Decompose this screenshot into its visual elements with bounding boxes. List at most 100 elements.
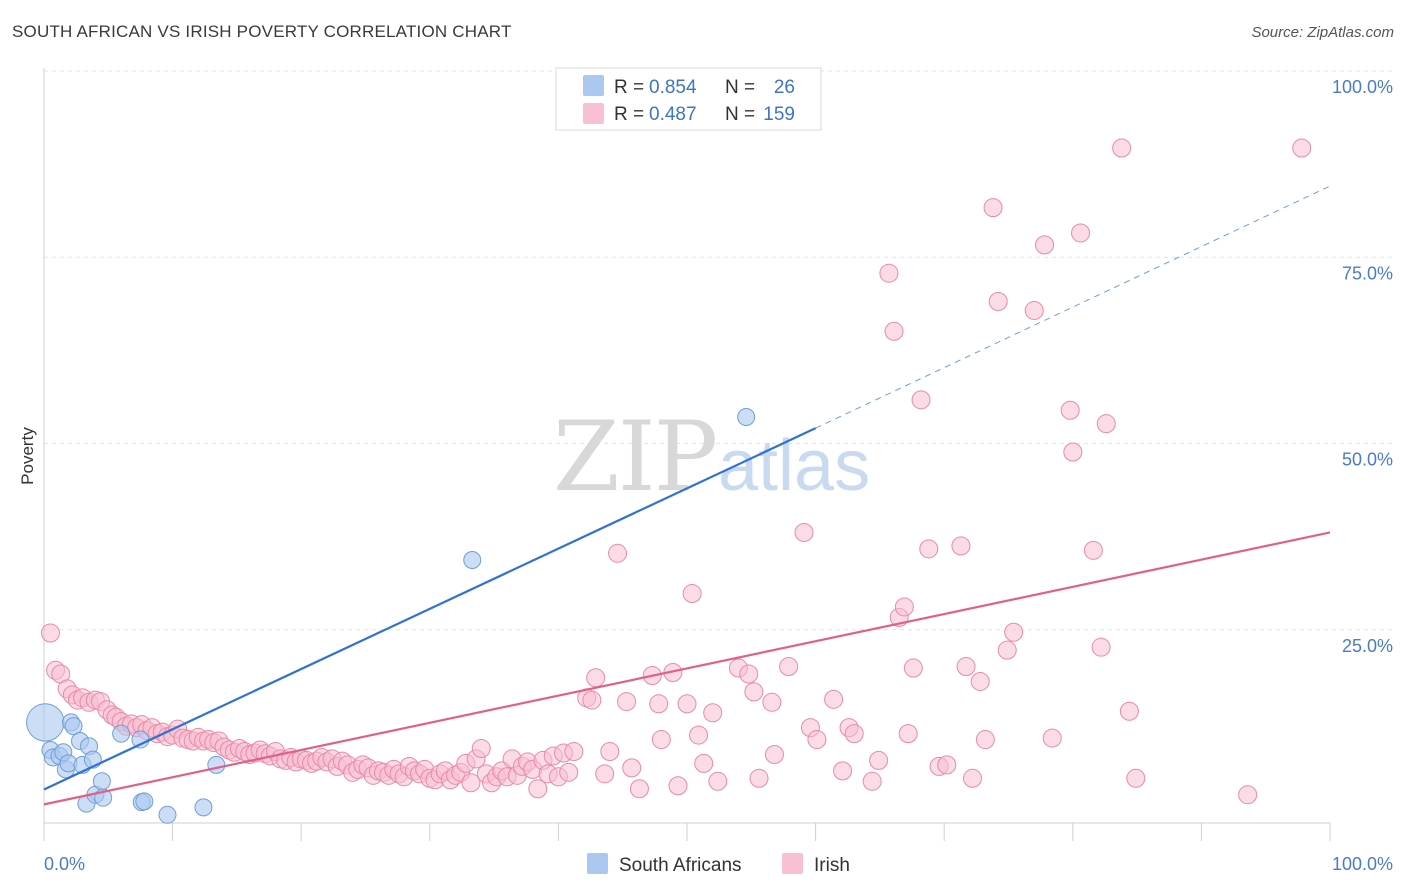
bottom-legend-swatch-irish[interactable] — [782, 853, 803, 874]
irish-point — [564, 741, 584, 761]
irish-point — [749, 768, 769, 788]
tick-labels: 25.0% 50.0% 75.0% 100.0% 0.0% 100.0% — [44, 77, 1393, 874]
irish-point — [962, 768, 982, 788]
irish-point — [1024, 300, 1044, 320]
legend-n-value: 159 — [763, 104, 795, 125]
bottom-legend-label-south-africans[interactable]: South Africans — [619, 855, 742, 876]
irish-point — [919, 539, 939, 559]
y-tick-label: 75.0% — [1342, 263, 1393, 283]
irish-point — [1112, 138, 1132, 158]
legend-r-label: R = — [614, 104, 644, 125]
irish-point — [668, 776, 688, 796]
irish-point — [582, 690, 602, 710]
irish-point — [898, 724, 918, 744]
irish-point — [894, 597, 914, 617]
irish-point — [956, 657, 976, 677]
irish-point — [1071, 223, 1091, 243]
irish-point — [862, 771, 882, 791]
irish-point — [903, 658, 923, 678]
irish-point — [617, 692, 637, 712]
south-african-point — [194, 798, 213, 817]
x-tick-label: 100.0% — [1332, 854, 1393, 874]
irish-point — [844, 724, 864, 744]
y-tick-label: 100.0% — [1332, 77, 1393, 97]
irish-point — [461, 773, 481, 793]
irish-point — [762, 692, 782, 712]
irish-point — [879, 263, 899, 283]
irish-point — [694, 753, 714, 773]
irish-point — [739, 664, 759, 684]
irish-point — [824, 689, 844, 709]
irish-point — [911, 390, 931, 410]
chart-title: SOUTH AFRICAN VS IRISH POVERTY CORRELATI… — [12, 22, 512, 41]
irish-point — [1292, 138, 1312, 158]
south-african-point — [737, 407, 756, 426]
legend-box: R = 0.854 N = 26 R = 0.487 N = 159 — [555, 67, 822, 131]
bottom-legend-swatch-south-africans[interactable] — [587, 853, 608, 874]
irish-trend-line — [43, 531, 1331, 806]
legend-r-label: R = — [614, 77, 644, 98]
irish-point — [1096, 414, 1116, 434]
south-african-point — [207, 755, 226, 774]
irish-point — [595, 764, 615, 784]
irish-point — [833, 761, 853, 781]
irish-point — [649, 694, 669, 714]
irish-point — [975, 730, 995, 750]
legend-n-label: N = — [725, 77, 755, 98]
irish-point — [629, 779, 649, 799]
irish-point — [40, 623, 60, 643]
south-african-point — [112, 724, 131, 743]
grid-lines — [44, 70, 1394, 631]
x-tick-label: 0.0% — [44, 854, 85, 874]
irish-point — [559, 762, 579, 782]
irish-point — [997, 640, 1017, 660]
legend-r-value: 0.487 — [649, 104, 697, 125]
irish-point — [794, 522, 814, 542]
irish-point — [1063, 442, 1083, 462]
trend-lines — [43, 185, 1331, 806]
irish-point — [970, 671, 990, 691]
irish-point — [708, 771, 728, 791]
source-label: Source: ZipAtlas.com — [1251, 24, 1394, 41]
legend-swatch-irish — [583, 103, 604, 124]
irish-point — [1126, 768, 1146, 788]
irish-point — [988, 292, 1008, 311]
south-african-trend-extension — [815, 185, 1331, 429]
irish-point — [1091, 637, 1111, 657]
irish-point — [869, 750, 889, 770]
irish-point — [884, 321, 904, 341]
irish-point — [677, 694, 697, 714]
irish-point — [779, 657, 799, 677]
legend-n-value: 26 — [774, 77, 795, 98]
irish-point — [586, 668, 606, 688]
irish-point — [1004, 622, 1024, 642]
legend-r-value: 0.854 — [649, 77, 697, 98]
irish-point — [1035, 235, 1055, 255]
irish-point — [622, 758, 642, 778]
irish-point — [1060, 400, 1080, 420]
y-tick-label: 50.0% — [1342, 450, 1393, 470]
irish-point — [744, 682, 764, 702]
south-african-point — [135, 792, 154, 811]
irish-point — [689, 725, 709, 745]
bottom-legend-label-irish[interactable]: Irish — [814, 855, 850, 876]
irish-point — [807, 730, 827, 750]
south-african-trend-line — [43, 427, 817, 791]
y-axis-title: Poverty — [18, 427, 37, 485]
south-african-point — [26, 703, 65, 742]
legend-swatch-south-africans — [583, 75, 604, 96]
south-african-point — [158, 805, 177, 824]
watermark-zip: ZIP — [553, 401, 716, 513]
irish-point — [937, 755, 957, 775]
irish-point — [1119, 701, 1139, 721]
irish-point — [608, 543, 628, 563]
irish-point — [703, 703, 723, 723]
irish-point — [983, 198, 1003, 218]
irish-point — [951, 536, 971, 556]
y-tick-label: 25.0% — [1342, 636, 1393, 656]
axes — [43, 68, 1331, 841]
south-african-point — [64, 717, 83, 736]
south-african-point — [92, 772, 111, 791]
irish-point — [600, 741, 620, 761]
